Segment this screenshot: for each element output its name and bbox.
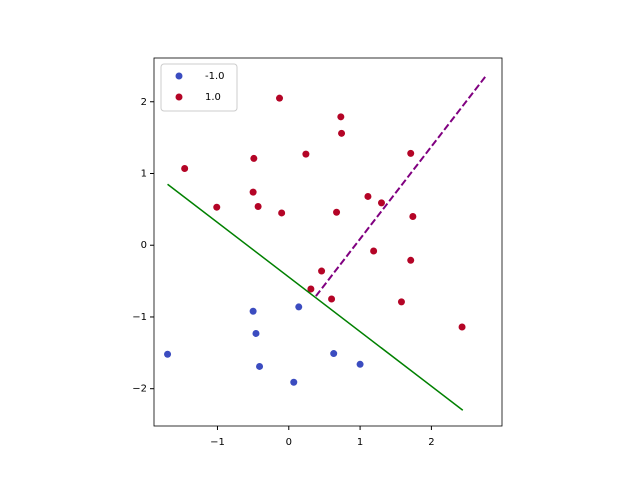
y-tick-label: 0 (141, 240, 147, 251)
x-tick-label: 1 (357, 437, 363, 448)
point (407, 256, 415, 264)
legend-box (160, 63, 238, 112)
legend-marker (175, 93, 183, 101)
point (249, 188, 257, 196)
point (330, 350, 338, 358)
point (250, 154, 258, 162)
plot-frame (153, 57, 503, 427)
line (167, 183, 464, 411)
line (315, 73, 488, 297)
point (254, 202, 262, 210)
y-tick-label: −2 (132, 384, 147, 395)
x-tick-label: 0 (286, 437, 292, 448)
point (164, 350, 172, 358)
point (407, 149, 415, 157)
point (181, 164, 189, 172)
point (290, 378, 298, 386)
y-tick-label: −1 (132, 312, 147, 323)
point (307, 285, 315, 293)
point (295, 303, 303, 311)
point (397, 298, 405, 306)
point (338, 129, 346, 137)
x-tick-label: 2 (428, 437, 434, 448)
point (302, 150, 310, 158)
point (328, 295, 336, 303)
point (256, 362, 264, 370)
point (356, 360, 364, 368)
point (213, 203, 221, 211)
point (337, 113, 345, 121)
y-tick-label: 2 (141, 97, 147, 108)
point (377, 199, 385, 207)
point (318, 267, 326, 275)
point (458, 323, 466, 331)
y-tick-label: 1 (141, 168, 147, 179)
legend-marker (175, 72, 183, 80)
point (370, 247, 378, 255)
x-tick-label: −1 (210, 437, 225, 448)
legend-label: -1.0 (205, 71, 225, 82)
point (278, 209, 286, 217)
point (409, 213, 417, 221)
legend-label: 1.0 (205, 92, 221, 103)
point (249, 307, 257, 315)
point (276, 94, 284, 102)
point (333, 208, 341, 216)
point (364, 192, 372, 200)
point (252, 329, 260, 337)
